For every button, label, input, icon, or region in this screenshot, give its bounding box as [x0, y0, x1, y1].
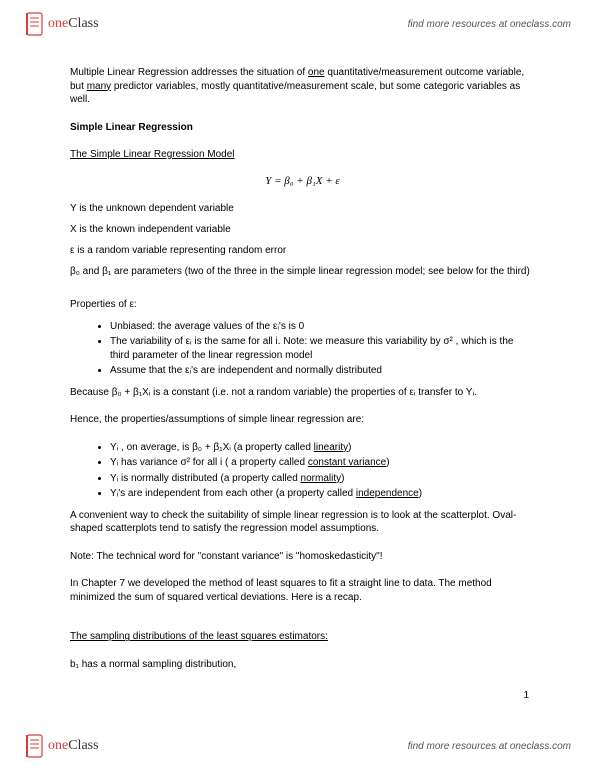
var-beta: β₀ and β₁ are parameters (two of the thr… — [70, 265, 535, 278]
brand-class-footer: Class — [68, 738, 98, 753]
assumptions-list: Yᵢ , on average, is β₀ + β₁Xᵢ (a propert… — [110, 441, 535, 501]
list-item: Yᵢ , on average, is β₀ + β₁Xᵢ (a propert… — [110, 441, 535, 455]
list-item: Yᵢ has variance σ² for all i ( a propert… — [110, 456, 535, 470]
resources-link-top[interactable]: find more resources at oneclass.com — [408, 19, 571, 30]
list-item: The variability of εᵢ is the same for al… — [110, 335, 535, 362]
heading-model: The Simple Linear Regression Model — [70, 148, 535, 162]
chapter7-paragraph: In Chapter 7 we developed the method of … — [70, 577, 535, 604]
document-body: Multiple Linear Regression addresses the… — [70, 66, 535, 704]
b1-line: b₁ has a normal sampling distribution, — [70, 658, 535, 672]
brand-logo: oneClass — [24, 12, 99, 36]
var-y: Y is the unknown dependent variable — [70, 202, 535, 215]
var-x: X is the known independent variable — [70, 223, 535, 236]
props-epsilon-title: Properties of ε: — [70, 298, 535, 312]
brand-class: Class — [68, 16, 98, 31]
list-item: Assume that the εᵢ's are independent and… — [110, 364, 535, 378]
var-epsilon: ε is a random variable representing rand… — [70, 244, 535, 257]
hence-line: Hence, the properties/assumptions of sim… — [70, 413, 535, 427]
header-bar: oneClass find more resources at oneclass… — [0, 4, 595, 44]
page-number: 1 — [523, 689, 529, 703]
props-epsilon-list: Unbiased: the average values of the εᵢ's… — [110, 320, 535, 378]
notebook-icon — [24, 734, 44, 758]
scatterplot-paragraph: A convenient way to check the suitabilit… — [70, 509, 535, 536]
homoskedasticity-note: Note: The technical word for "constant v… — [70, 550, 535, 564]
brand-text: oneClass — [48, 16, 99, 32]
heading-slr: Simple Linear Regression — [70, 121, 535, 135]
brand-logo-footer: oneClass — [24, 734, 99, 758]
brand-text-footer: oneClass — [48, 738, 99, 754]
list-item: Unbiased: the average values of the εᵢ's… — [110, 320, 535, 334]
list-item: Yᵢ's are independent from each other (a … — [110, 487, 535, 501]
sampling-dist-title: The sampling distributions of the least … — [70, 630, 535, 644]
resources-link-bottom[interactable]: find more resources at oneclass.com — [408, 741, 571, 752]
brand-one-footer: one — [48, 738, 68, 753]
intro-paragraph: Multiple Linear Regression addresses the… — [70, 66, 535, 107]
because-line: Because β₀ + β₁Xᵢ is a constant (i.e. no… — [70, 386, 535, 400]
notebook-icon — [24, 12, 44, 36]
regression-equation: Y = β₀ + β₁X + ε — [70, 174, 535, 189]
brand-one: one — [48, 16, 68, 31]
list-item: Yᵢ is normally distributed (a property c… — [110, 472, 535, 486]
footer-bar: oneClass find more resources at oneclass… — [0, 726, 595, 766]
